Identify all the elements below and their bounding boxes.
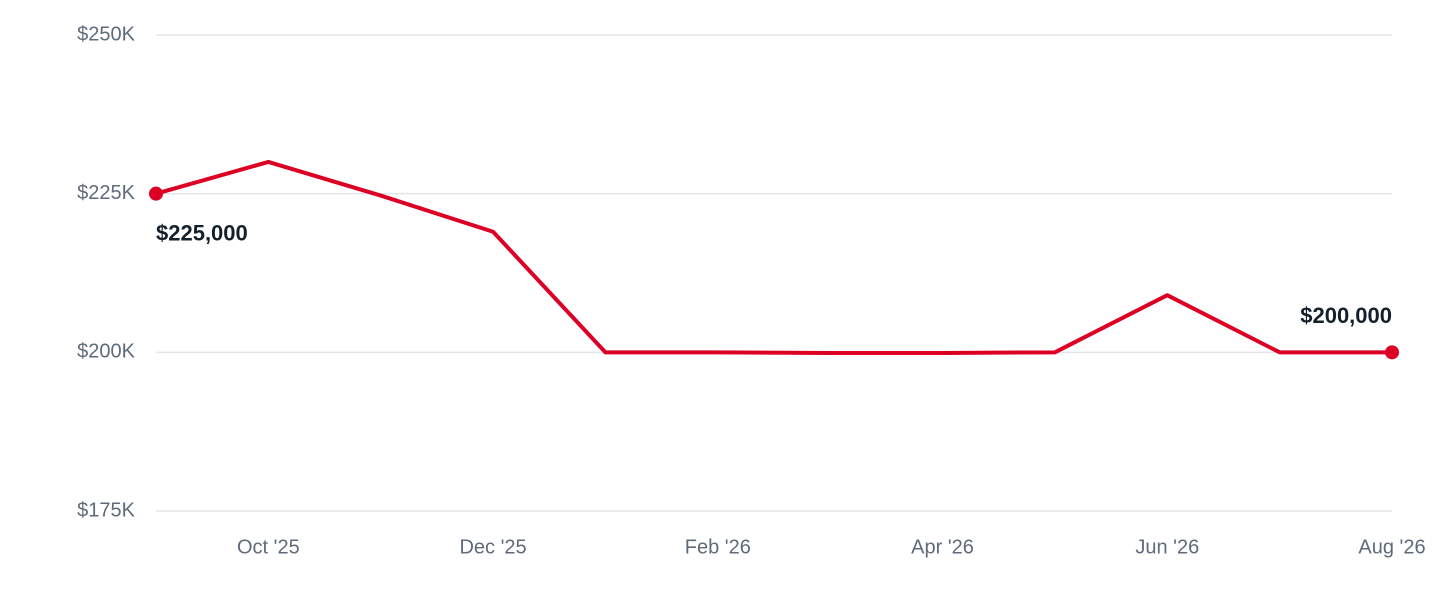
end-marker (149, 186, 163, 201)
x-tick-label: Jun '26 (1135, 536, 1199, 558)
x-tick-label: Dec '25 (459, 536, 526, 558)
y-tick-label: $225K (77, 182, 135, 204)
data-label: $200,000 (1300, 303, 1392, 328)
x-tick-label: Apr '26 (911, 536, 974, 558)
x-tick-label: Aug '26 (1358, 536, 1425, 558)
line (155, 159, 1392, 355)
y-tick-label: $175K (77, 499, 135, 521)
x-tick-label: Feb '26 (685, 536, 751, 558)
x-tick-label: Oct '25 (237, 536, 300, 558)
end-marker (1385, 345, 1399, 360)
data-label: $225,000 (156, 220, 248, 245)
y-tick-label: $250K (77, 23, 135, 45)
y-tick-label: $200K (77, 341, 135, 363)
